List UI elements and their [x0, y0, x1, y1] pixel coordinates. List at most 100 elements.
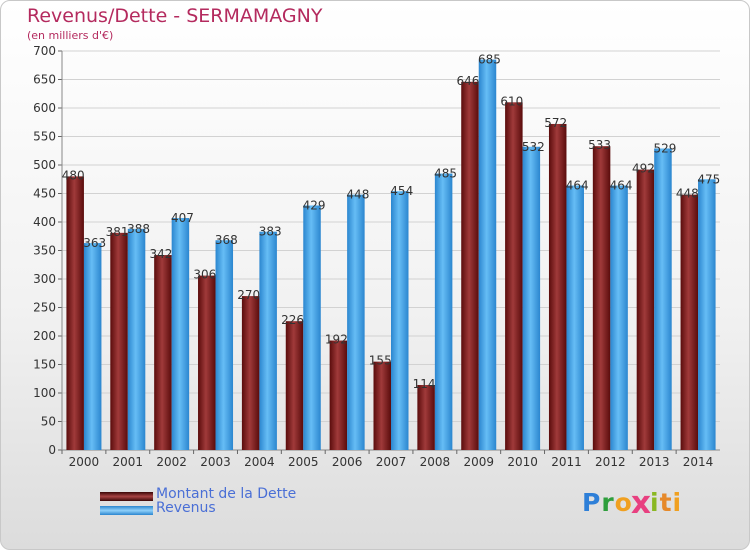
legend-label-dette: Montant de la Dette [156, 486, 297, 502]
bar-dette [548, 123, 567, 451]
bar-revenus [434, 173, 453, 451]
bar-dette [329, 340, 348, 450]
logo-letter: x [630, 484, 653, 521]
data-label-revenus: 448 [346, 188, 369, 202]
x-tick-label: 2009 [463, 455, 494, 469]
bar-revenus [171, 218, 190, 450]
y-tick-label: 200 [33, 329, 56, 343]
x-tick-label: 2001 [113, 455, 144, 469]
data-label-revenus: 685 [478, 53, 501, 67]
logo-letter: i [672, 488, 683, 517]
x-tick-label: 2004 [244, 455, 275, 469]
x-tick-label: 2006 [332, 455, 363, 469]
logo-letter: i [650, 488, 660, 517]
data-label-dette: 270 [237, 288, 260, 302]
data-label-revenus: 464 [566, 179, 589, 193]
data-label-revenus: 454 [390, 184, 413, 198]
data-label-dette: 381 [106, 225, 129, 239]
data-label-dette: 572 [544, 116, 567, 130]
data-label-dette: 533 [588, 138, 611, 152]
x-tick-label: 2003 [200, 455, 231, 469]
bar-revenus [566, 185, 584, 450]
data-label-dette: 448 [676, 187, 699, 201]
data-label-revenus: 464 [610, 179, 633, 193]
y-tick-label: 250 [33, 301, 56, 315]
y-tick-label: 0 [48, 443, 56, 457]
bar-revenus [391, 191, 409, 450]
bar-revenus [698, 179, 716, 450]
bar-revenus [259, 231, 277, 450]
data-label-revenus: 485 [434, 167, 457, 181]
data-label-revenus: 363 [83, 236, 106, 250]
data-label-dette: 192 [325, 333, 348, 347]
data-label-revenus: 383 [259, 225, 282, 239]
x-tick-label: 2011 [551, 455, 582, 469]
data-label-dette: 646 [457, 74, 480, 88]
bar-dette [373, 361, 391, 450]
bar-dette [241, 296, 260, 450]
data-label-dette: 610 [500, 94, 523, 108]
bar-revenus [478, 59, 497, 451]
data-label-revenus: 407 [171, 211, 194, 225]
x-tick-label: 2012 [595, 455, 626, 469]
y-tick-label: 500 [33, 158, 56, 172]
x-tick-label: 2014 [683, 455, 714, 469]
y-tick-label: 150 [33, 358, 56, 372]
bar-revenus [127, 228, 146, 450]
data-label-revenus: 532 [522, 140, 545, 154]
logo-letter: o [614, 488, 633, 517]
data-label-dette: 306 [193, 268, 216, 282]
bar-dette [285, 321, 304, 450]
data-label-dette: 114 [413, 377, 436, 391]
y-tick-label: 700 [33, 44, 56, 58]
logo-letter: P [582, 488, 602, 517]
legend-label-revenus: Revenus [156, 500, 216, 516]
bar-revenus [522, 146, 541, 450]
bar-dette [680, 194, 699, 450]
x-tick-label: 2005 [288, 455, 319, 469]
y-tick-label: 450 [33, 187, 56, 201]
data-label-dette: 492 [632, 162, 655, 176]
y-tick-label: 650 [33, 73, 56, 87]
legend-swatch-revenus [100, 506, 153, 515]
bar-revenus [654, 148, 672, 450]
data-label-revenus: 529 [653, 141, 676, 155]
bar-revenus [83, 243, 102, 450]
bar-dette [636, 169, 655, 450]
data-label-dette: 155 [369, 354, 392, 368]
data-label-dette: 342 [149, 247, 172, 261]
bar-dette [110, 232, 128, 450]
x-tick-label: 2007 [376, 455, 407, 469]
bar-dette [154, 255, 172, 450]
legend-swatch-dette [100, 492, 153, 501]
y-tick-label: 600 [33, 101, 56, 115]
bars [66, 59, 716, 451]
x-tick-label: 2008 [420, 455, 451, 469]
bar-dette [461, 81, 479, 450]
bar-dette [592, 146, 611, 450]
bar-dette [198, 275, 216, 450]
x-tick-label: 2013 [639, 455, 670, 469]
bar-dette [417, 385, 435, 450]
y-tick-label: 400 [33, 215, 56, 229]
x-axis-ticks: 2000 2001 2002 2003 2004 2005 2006 2007 2008 2009… [61, 450, 714, 469]
bar-revenus [347, 194, 365, 450]
y-tick-label: 350 [33, 244, 56, 258]
y-tick-label: 550 [33, 130, 56, 144]
bar-revenus [303, 205, 321, 450]
chart-subtitle: (en milliers d'€) [27, 29, 114, 42]
logo-letter: t [659, 488, 673, 517]
x-tick-label: 2000 [69, 455, 100, 469]
y-tick-label: 50 [41, 415, 56, 429]
data-label-dette: 480 [62, 168, 85, 182]
logo-letter: r [601, 488, 615, 517]
bar-dette [66, 176, 84, 450]
data-label-revenus: 429 [303, 198, 326, 212]
y-tick-label: 100 [33, 386, 56, 400]
data-label-dette: 226 [281, 313, 304, 327]
bar-revenus [215, 240, 234, 450]
x-tick-label: 2010 [507, 455, 538, 469]
data-label-revenus: 368 [215, 233, 238, 247]
